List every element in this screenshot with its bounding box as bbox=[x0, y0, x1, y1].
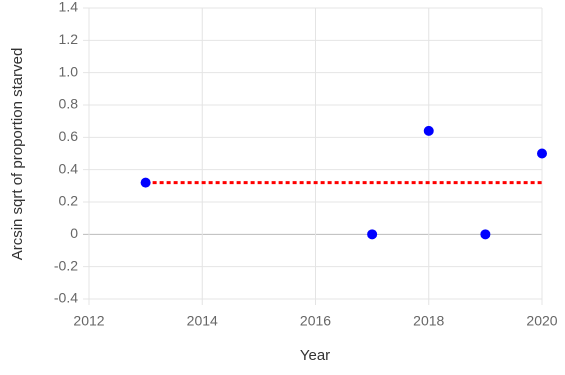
y-tick-label: 0.8 bbox=[59, 96, 79, 112]
y-tick-label: 0 bbox=[70, 225, 78, 241]
point bbox=[367, 229, 378, 240]
x-tick-label: 2020 bbox=[526, 313, 557, 329]
x-axis-title: Year bbox=[300, 347, 330, 364]
x-tick-label: 2018 bbox=[413, 313, 444, 329]
y-axis-title: Arcsin sqrt of proportion starved bbox=[9, 48, 26, 261]
y-tick-label: 1.2 bbox=[59, 31, 79, 47]
x-tick-label: 2012 bbox=[73, 313, 104, 329]
point bbox=[140, 177, 151, 188]
y-tick-label: 0.2 bbox=[59, 193, 79, 209]
y-tick-label: 0.6 bbox=[59, 128, 79, 144]
y-tick-label: -0.4 bbox=[54, 290, 78, 306]
point bbox=[537, 148, 547, 159]
point bbox=[423, 125, 434, 136]
y-tick-label: 0.4 bbox=[59, 160, 79, 176]
y-tick-label: 1.4 bbox=[59, 0, 79, 15]
y-tick-label: -0.2 bbox=[54, 257, 78, 273]
point bbox=[480, 229, 491, 240]
x-tick-label: 2016 bbox=[300, 313, 331, 329]
y-tick-label: 1.0 bbox=[59, 63, 79, 79]
x-tick-label: 2014 bbox=[187, 313, 218, 329]
